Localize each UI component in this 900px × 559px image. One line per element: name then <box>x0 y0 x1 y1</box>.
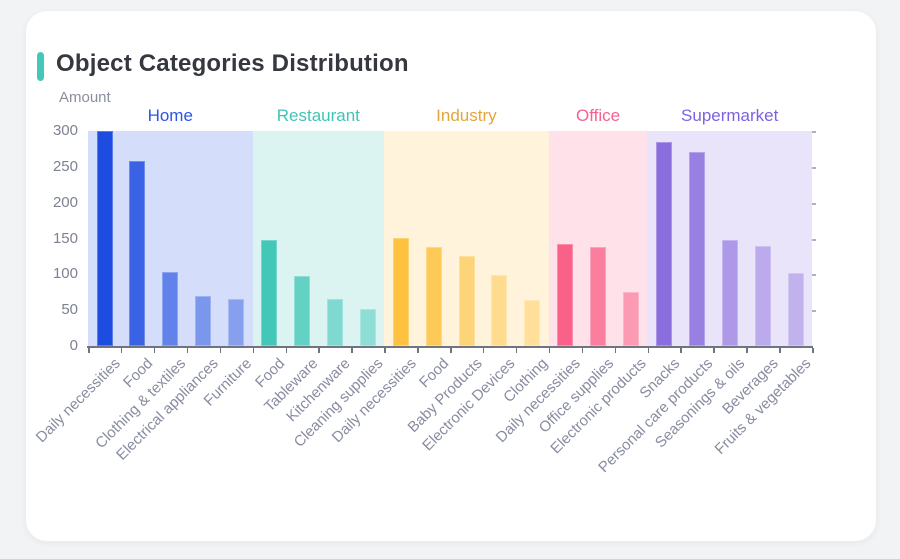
x-axis-tick <box>384 348 386 353</box>
bar-chart: Home Daily necessities Food Clothing & text… <box>26 11 876 541</box>
x-axis-tick <box>548 348 551 353</box>
x-axis-tick <box>417 348 419 353</box>
bar-supermarket-3 <box>721 240 738 346</box>
bar-home-1 <box>96 131 113 346</box>
bar-home-5 <box>228 299 245 346</box>
right-axis-tick-50 <box>812 310 816 313</box>
bar-home-4 <box>195 296 212 346</box>
group-label-home: Home <box>147 106 193 125</box>
y-tick-label-100: 100 <box>52 265 78 283</box>
x-axis-tick <box>450 348 452 353</box>
bar-office-3 <box>623 292 639 346</box>
bar-restaurant-3 <box>326 299 343 346</box>
bar-industry-3 <box>458 256 475 346</box>
x-axis-tick <box>351 348 353 353</box>
bar-industry-1 <box>392 238 409 346</box>
group-label-restaurant: Restaurant <box>276 106 360 125</box>
bar-office-2 <box>590 247 607 346</box>
y-tick-label-250: 250 <box>52 157 78 175</box>
x-axis-tick <box>219 348 222 353</box>
x-axis-tick <box>285 348 287 353</box>
right-axis-tick-100 <box>812 274 816 277</box>
right-axis-tick-200 <box>812 202 816 205</box>
group-label-industry: Industry <box>436 106 497 125</box>
bar-industry-5 <box>524 300 541 346</box>
group-label-office: Office <box>576 106 621 125</box>
y-tick-label-300: 300 <box>52 122 78 139</box>
right-axis-tick-250 <box>812 166 816 169</box>
x-axis-tick <box>252 348 254 353</box>
x-axis-tick <box>120 348 123 353</box>
y-tick-label-0: 0 <box>69 337 78 354</box>
x-axis-tick <box>186 348 189 353</box>
x-axis-tick <box>88 348 90 353</box>
x-axis-tick <box>614 348 616 353</box>
bar-supermarket-1 <box>655 142 672 346</box>
chart-title: Object Categories Distribution <box>56 50 409 77</box>
x-axis-tick <box>713 348 715 353</box>
x-axis-tick <box>515 348 518 353</box>
bar-supermarket-4 <box>754 246 771 346</box>
bar-office-1 <box>557 244 574 346</box>
y-tick-label-50: 50 <box>61 301 78 319</box>
x-axis-tick <box>779 348 781 353</box>
x-axis-tick <box>812 348 814 353</box>
bar-industry-2 <box>425 247 442 346</box>
bar-home-3 <box>162 272 179 346</box>
bar-supermarket-2 <box>688 152 705 346</box>
bar-supermarket-5 <box>787 273 804 346</box>
bar-restaurant-4 <box>359 309 376 346</box>
x-axis-tick <box>318 348 320 353</box>
x-axis-tick <box>153 348 156 353</box>
x-axis-tick <box>581 348 584 353</box>
x-axis-tick <box>680 348 682 353</box>
x-axis-tick <box>647 348 649 353</box>
right-axis-tick-300 <box>812 131 816 133</box>
bar-industry-4 <box>491 275 508 346</box>
y-tick-label-200: 200 <box>52 193 78 211</box>
right-axis-tick-150 <box>812 238 816 241</box>
title-accent-bar <box>37 52 44 81</box>
y-tick-label-150: 150 <box>52 229 78 247</box>
x-axis-tick <box>482 348 485 353</box>
x-axis-tick <box>746 348 748 353</box>
group-label-supermarket: Supermarket <box>681 106 779 125</box>
bar-restaurant-2 <box>293 276 310 346</box>
x-axis-line <box>87 346 813 348</box>
chart-card: Object Categories Distribution Amount Ho… <box>25 10 877 542</box>
bar-home-2 <box>129 161 146 346</box>
bar-restaurant-1 <box>261 240 277 346</box>
y-axis-title: Amount <box>59 89 111 106</box>
